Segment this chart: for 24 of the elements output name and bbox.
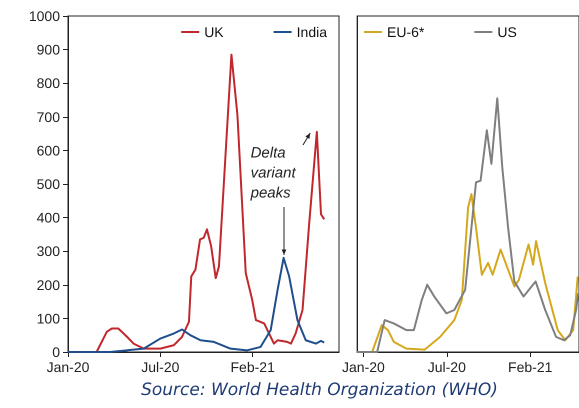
y-tick-label: 0 xyxy=(52,344,60,360)
annotation: Delta variant peaks xyxy=(250,144,296,202)
x-tick-label: Jul-20 xyxy=(428,359,466,375)
line-series xyxy=(67,256,326,353)
y-tick-label: 800 xyxy=(36,75,60,92)
x-tick-label: Jan-20 xyxy=(46,359,90,375)
legend-label: EU-6* xyxy=(387,24,425,40)
x-tick-label: Feb-21 xyxy=(508,359,553,375)
y-tick-label: 400 xyxy=(36,210,60,226)
y-tick-label: 500 xyxy=(36,176,60,192)
y-tick-label: 600 xyxy=(36,142,60,158)
y-tick-label: 300 xyxy=(36,243,60,260)
source-note: Source: World Health Organization (WHO) xyxy=(141,380,498,400)
y-tick-label: 700 xyxy=(36,108,60,125)
x-tick-label: Jul-20 xyxy=(141,359,180,375)
y-tick-label: 100 xyxy=(36,310,60,326)
legend-label: UK xyxy=(204,24,224,40)
legend-label: US xyxy=(497,24,517,40)
x-tick-label: Feb-21 xyxy=(230,359,276,375)
y-tick-label: 900 xyxy=(36,42,60,58)
y-tick-label: 200 xyxy=(36,276,60,293)
legend-label: India xyxy=(296,24,328,40)
x-tick-label: Jan-20 xyxy=(342,359,386,375)
y-tick-label: 1000 xyxy=(28,8,60,24)
